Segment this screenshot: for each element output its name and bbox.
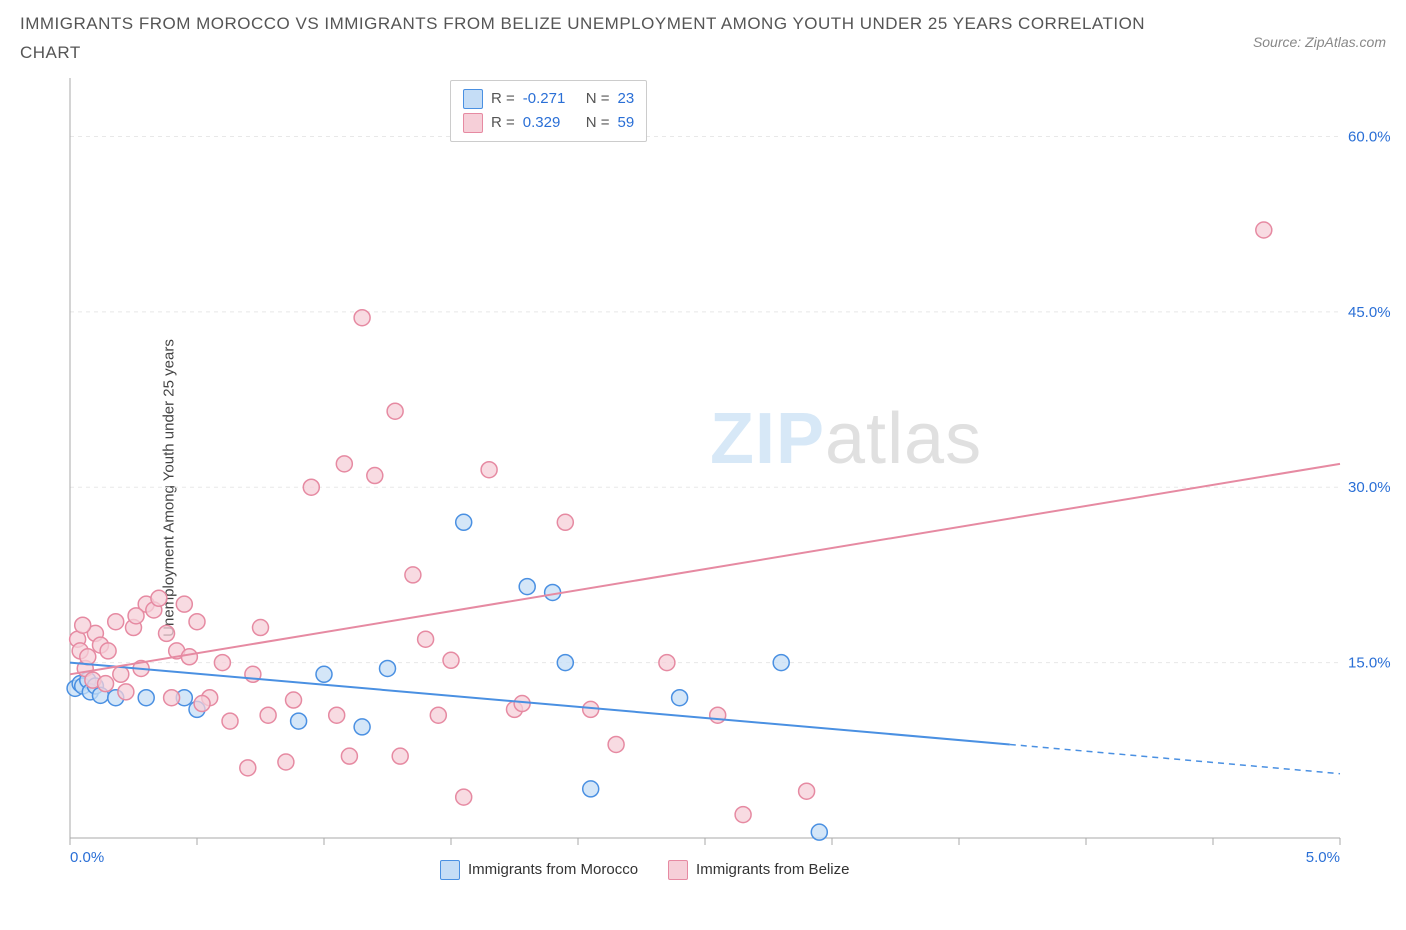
series-legend-item[interactable]: Immigrants from Morocco: [440, 860, 638, 880]
data-point-belize[interactable]: [430, 707, 446, 723]
data-point-belize[interactable]: [113, 666, 129, 682]
data-point-belize[interactable]: [108, 613, 124, 629]
legend-swatch: [668, 860, 688, 880]
data-point-belize[interactable]: [659, 654, 675, 670]
data-point-morocco[interactable]: [456, 514, 472, 530]
data-point-belize[interactable]: [392, 748, 408, 764]
data-point-belize[interactable]: [1256, 222, 1272, 238]
legend-stats-row: R = 0.329 N = 59: [463, 111, 634, 135]
data-point-belize[interactable]: [799, 783, 815, 799]
data-point-belize[interactable]: [341, 748, 357, 764]
data-point-belize[interactable]: [286, 692, 302, 708]
data-point-belize[interactable]: [418, 631, 434, 647]
series-label: Immigrants from Belize: [696, 861, 849, 878]
data-point-morocco[interactable]: [138, 689, 154, 705]
data-point-belize[interactable]: [608, 736, 624, 752]
stats-legend-box: R = -0.271 N = 23 R = 0.329 N = 59: [450, 80, 647, 142]
data-point-belize[interactable]: [481, 461, 497, 477]
y-tick-label: 45.0%: [1348, 304, 1391, 321]
n-value: 59: [618, 111, 635, 135]
data-point-belize[interactable]: [253, 619, 269, 635]
chart-container: Unemployment Among Youth under 25 years …: [10, 68, 1396, 908]
series-legend-item[interactable]: Immigrants from Belize: [668, 860, 849, 880]
data-point-morocco[interactable]: [773, 654, 789, 670]
chart-title: IMMIGRANTS FROM MOROCCO VS IMMIGRANTS FR…: [20, 10, 1170, 68]
data-point-morocco[interactable]: [557, 654, 573, 670]
data-point-belize[interactable]: [240, 760, 256, 776]
x-tick-label: 0.0%: [70, 849, 104, 866]
data-point-morocco[interactable]: [672, 689, 688, 705]
y-tick-label: 15.0%: [1348, 654, 1391, 671]
r-label: R =: [491, 87, 515, 111]
data-point-belize[interactable]: [100, 643, 116, 659]
legend-swatch: [463, 113, 483, 133]
chart-header: IMMIGRANTS FROM MOROCCO VS IMMIGRANTS FR…: [10, 10, 1396, 68]
trend-extrap-morocco: [1010, 744, 1340, 773]
data-point-belize[interactable]: [710, 707, 726, 723]
y-tick-label: 60.0%: [1348, 128, 1391, 145]
data-point-belize[interactable]: [260, 707, 276, 723]
data-point-belize[interactable]: [75, 617, 91, 633]
data-point-belize[interactable]: [367, 467, 383, 483]
y-tick-label: 30.0%: [1348, 479, 1391, 496]
r-label: R =: [491, 111, 515, 135]
n-label: N =: [586, 87, 610, 111]
legend-swatch: [463, 89, 483, 109]
data-point-belize[interactable]: [336, 456, 352, 472]
legend-stats-row: R = -0.271 N = 23: [463, 87, 634, 111]
data-point-belize[interactable]: [98, 675, 114, 691]
x-tick-label: 5.0%: [1306, 849, 1340, 866]
data-point-belize[interactable]: [128, 608, 144, 624]
data-point-belize[interactable]: [354, 309, 370, 325]
data-point-belize[interactable]: [329, 707, 345, 723]
data-point-morocco[interactable]: [519, 578, 535, 594]
data-point-belize[interactable]: [456, 789, 472, 805]
data-point-belize[interactable]: [176, 596, 192, 612]
r-value: -0.271: [523, 87, 578, 111]
data-point-morocco[interactable]: [354, 719, 370, 735]
legend-swatch: [440, 860, 460, 880]
scatter-chart-svg: 15.0% 30.0% 45.0% 60.0% 0.0% 5.0%: [10, 68, 1396, 908]
data-point-belize[interactable]: [303, 479, 319, 495]
data-point-belize[interactable]: [387, 403, 403, 419]
data-point-belize[interactable]: [194, 695, 210, 711]
data-point-morocco[interactable]: [316, 666, 332, 682]
data-point-belize[interactable]: [181, 649, 197, 665]
data-point-belize[interactable]: [514, 695, 530, 711]
data-point-belize[interactable]: [222, 713, 238, 729]
data-point-belize[interactable]: [151, 590, 167, 606]
data-point-belize[interactable]: [557, 514, 573, 530]
data-point-belize[interactable]: [189, 613, 205, 629]
data-point-belize[interactable]: [735, 806, 751, 822]
data-point-morocco[interactable]: [291, 713, 307, 729]
data-point-morocco[interactable]: [380, 660, 396, 676]
series-legend: Immigrants from Morocco Immigrants from B…: [440, 860, 849, 880]
data-point-belize[interactable]: [164, 689, 180, 705]
source-label: Source: ZipAtlas.com: [1253, 10, 1386, 50]
trend-line-belize: [70, 464, 1340, 674]
data-point-belize[interactable]: [278, 754, 294, 770]
r-value: 0.329: [523, 111, 578, 135]
data-point-belize[interactable]: [443, 652, 459, 668]
data-point-morocco[interactable]: [811, 824, 827, 840]
data-point-morocco[interactable]: [583, 781, 599, 797]
series-label: Immigrants from Morocco: [468, 861, 638, 878]
data-point-belize[interactable]: [118, 684, 134, 700]
data-point-belize[interactable]: [214, 654, 230, 670]
data-point-belize[interactable]: [405, 567, 421, 583]
n-label: N =: [586, 111, 610, 135]
n-value: 23: [618, 87, 635, 111]
data-point-belize[interactable]: [80, 649, 96, 665]
data-point-belize[interactable]: [159, 625, 175, 641]
